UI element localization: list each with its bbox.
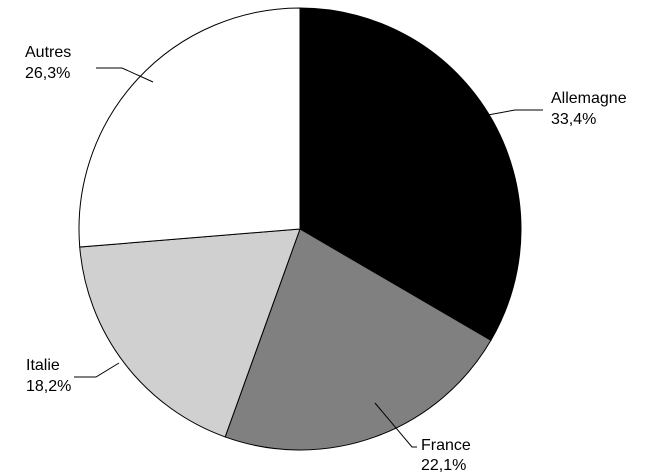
pie-slice-italie [79,228,301,438]
pie-slice-france [224,228,492,451]
slice-label-allemagne: Allemagne [551,90,627,107]
slice-label-italie: Italie [26,357,60,374]
slice-value-italie: 18,2% [26,378,71,395]
slice-value-france: 22,1% [421,457,466,473]
slice-labels: Allemagne 33,4% France 22,1% Italie 18,2% Autr… [25,44,627,473]
pie-slice-allemagne [299,7,522,341]
leader-line-allemagne [476,109,543,118]
leader-line-autres [96,67,154,83]
pie-slice-autres [78,7,301,248]
slice-value-allemagne: 33,4% [551,111,596,128]
slice-label-autres: Autres [25,44,71,61]
slice-value-autres: 26,3% [25,65,70,82]
leader-lines [74,67,543,448]
leader-line-france [374,402,417,448]
pie-slices [78,7,522,451]
slice-label-france: France [421,437,471,454]
leader-line-italie [74,362,120,378]
